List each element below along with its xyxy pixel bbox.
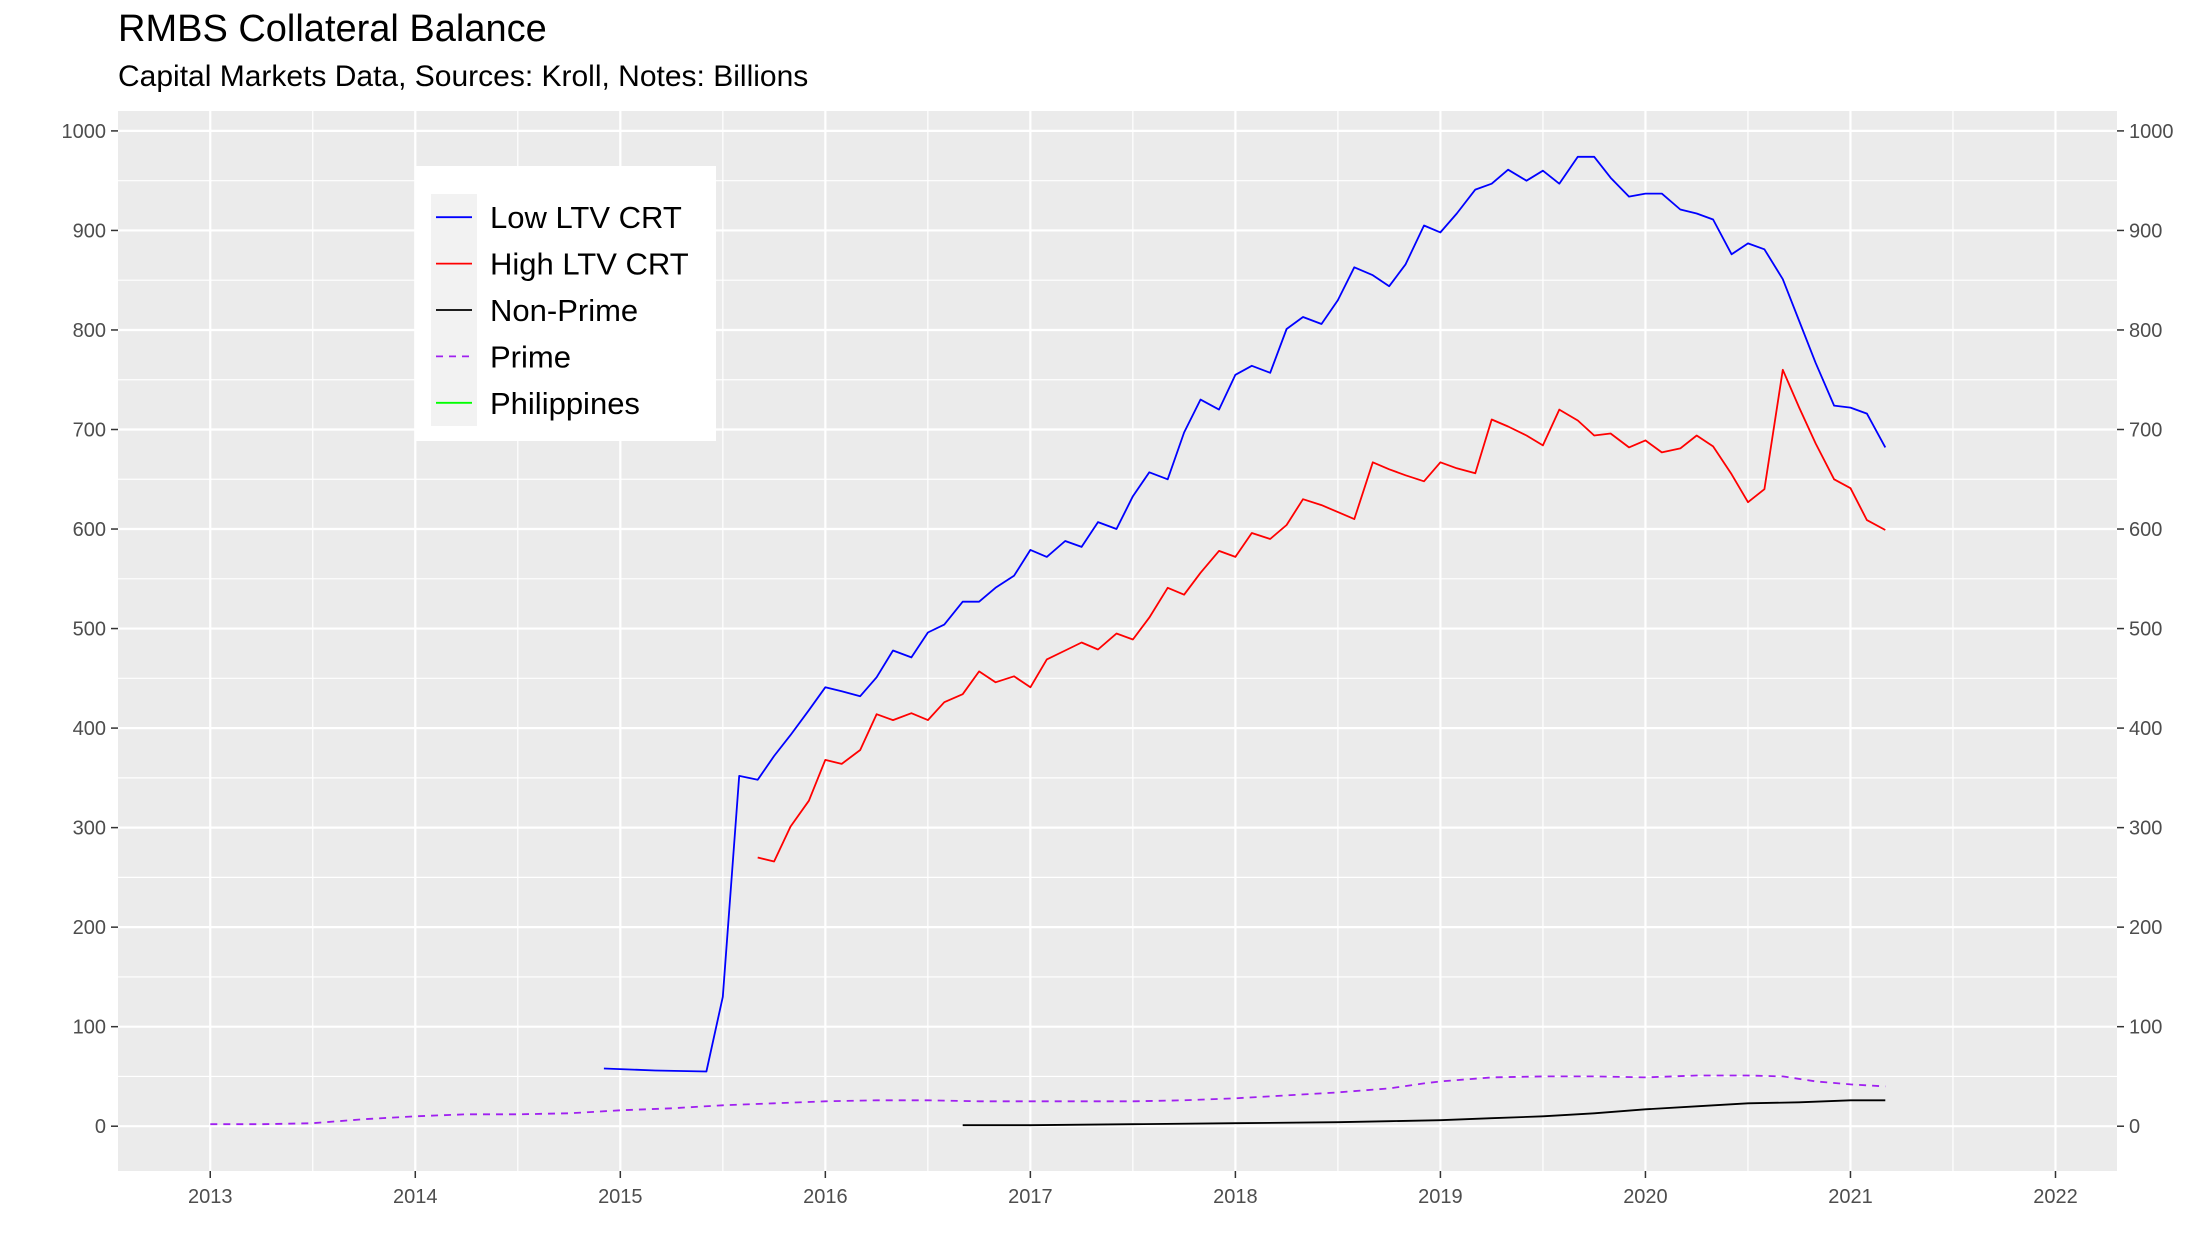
right-y-tick-label: 1000 — [2129, 121, 2174, 143]
y-tick-label: 0 — [95, 1116, 106, 1138]
y-tick-label: 300 — [73, 818, 106, 840]
series-line-high-ltv-crt — [757, 368, 1886, 863]
x-axis: 2013 2014 2015 2016 2017 2018 2019 2020 2021 2022 — [188, 1171, 2078, 1208]
right-y-tick-label: 400 — [2129, 718, 2162, 740]
x-tick-label: 2013 — [188, 1186, 233, 1208]
x-tick-label: 2018 — [1213, 1186, 1258, 1208]
legend-label-low-ltv-crt: Low LTV CRT — [490, 200, 682, 235]
y-tick-label: 100 — [73, 1017, 106, 1039]
right-y-tick-label: 0 — [2129, 1116, 2140, 1138]
right-y-tick-label: 900 — [2129, 220, 2162, 242]
y-tick-label: 400 — [73, 718, 106, 740]
series-line-low-ltv-crt — [603, 155, 1887, 1073]
x-tick-label: 2015 — [598, 1186, 643, 1208]
x-tick-label: 2020 — [1623, 1186, 1668, 1208]
right-y-tick-label: 700 — [2129, 419, 2162, 441]
right-y-tick-label: 600 — [2129, 519, 2162, 541]
y-tick-label: 700 — [73, 419, 106, 441]
legend: Low LTV CRT High LTV CRT Non-Prime Prime Phi… — [416, 166, 716, 441]
y-tick-label: 600 — [73, 519, 106, 541]
series-line-non-prime — [962, 1099, 1886, 1127]
right-y-tick-label: 800 — [2129, 320, 2162, 342]
right-y-axis: 0 100 200 300 400 500 600 700 800 900 1000 — [2117, 121, 2174, 1138]
y-tick-label: 1000 — [62, 121, 107, 143]
y-tick-label: 500 — [73, 619, 106, 641]
y-tick-label: 200 — [73, 917, 106, 939]
series-lines — [210, 155, 1887, 1127]
x-tick-label: 2016 — [803, 1186, 848, 1208]
right-y-tick-label: 100 — [2129, 1017, 2162, 1039]
x-tick-label: 2021 — [1828, 1186, 1873, 1208]
x-tick-label: 2019 — [1418, 1186, 1463, 1208]
legend-label-prime: Prime — [490, 339, 571, 374]
right-y-tick-label: 300 — [2129, 818, 2162, 840]
legend-label-high-ltv-crt: High LTV CRT — [490, 247, 689, 282]
y-tick-label: 900 — [73, 220, 106, 242]
y-tick-label: 800 — [73, 320, 106, 342]
right-y-tick-label: 500 — [2129, 619, 2162, 641]
x-tick-label: 2014 — [393, 1186, 438, 1208]
legend-label-non-prime: Non-Prime — [490, 293, 638, 328]
major-gridlines — [118, 111, 2117, 1171]
series-line-prime — [210, 1074, 1886, 1126]
x-tick-label: 2022 — [2033, 1186, 2078, 1208]
right-y-tick-label: 200 — [2129, 917, 2162, 939]
legend-label-philippines: Philippines — [490, 386, 640, 421]
chart-subtitle: Capital Markets Data, Sources: Kroll, No… — [118, 60, 809, 93]
x-tick-label: 2017 — [1008, 1186, 1053, 1208]
chart-title: RMBS Collateral Balance — [118, 8, 547, 50]
left-y-axis: 0 100 200 300 400 500 600 700 800 900 1000 — [62, 121, 118, 1138]
